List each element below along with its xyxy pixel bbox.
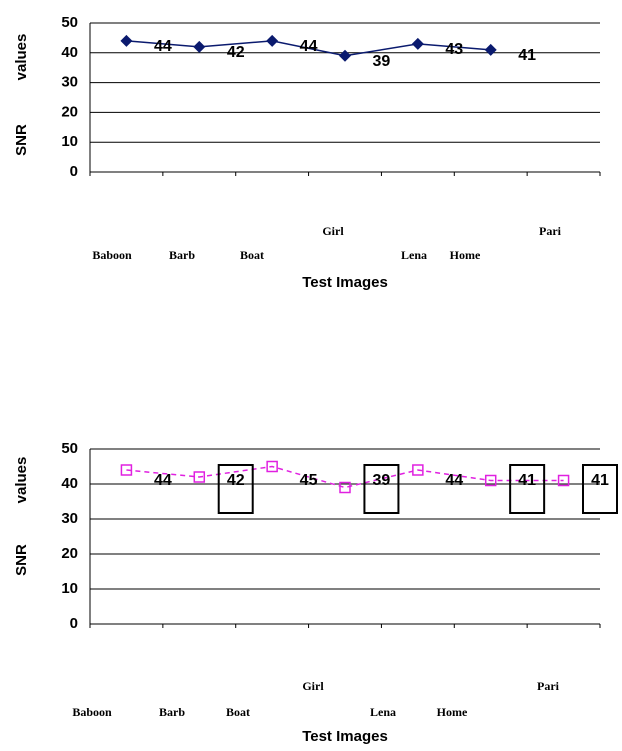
x-tick-label: Barb: [169, 248, 195, 262]
y-axis-title: values: [13, 34, 30, 81]
marker: [339, 49, 351, 62]
y-tick-label: 50: [61, 14, 78, 31]
x-tick-label: Lena: [401, 248, 427, 262]
x-tick-label: Pari: [539, 224, 562, 238]
label-box: [363, 464, 400, 514]
label-box: [217, 464, 254, 514]
data-label: 42: [227, 44, 245, 61]
x-tick-label: Girl: [322, 224, 344, 238]
data-label: 41: [591, 472, 609, 489]
y-tick-label: 20: [61, 103, 78, 120]
marker: [193, 471, 206, 483]
x-tick-label: Baboon: [72, 705, 112, 719]
y-tick-label: 30: [61, 74, 78, 91]
marker: [120, 34, 133, 47]
x-tick-label: Pari: [537, 679, 560, 693]
x-tick-label: Girl: [302, 679, 324, 693]
data-label: 41: [518, 472, 536, 489]
data-label: 39: [373, 472, 391, 489]
x-tick-label: Home: [450, 248, 481, 262]
marker: [120, 464, 133, 476]
y-tick-label: 10: [61, 133, 78, 150]
y-tick-label: 50: [61, 440, 78, 457]
data-label: 39: [373, 53, 391, 70]
x-tick-label: Lena: [370, 705, 396, 719]
y-tick-label: 40: [61, 475, 78, 492]
data-label: 45: [300, 472, 318, 489]
marker: [339, 481, 351, 494]
y-tick-label: 10: [61, 580, 78, 597]
y-tick-label: 0: [70, 163, 78, 180]
series-line: [126, 40, 491, 57]
x-tick-label: Boat: [226, 705, 250, 719]
marker: [484, 474, 497, 487]
label-box: [582, 464, 618, 514]
data-label: 44: [300, 38, 318, 55]
data-label: 44: [154, 38, 172, 55]
y-axis-title: values: [13, 457, 30, 504]
marker: [266, 460, 278, 473]
x-tick-label: Boat: [240, 248, 264, 262]
marker: [557, 474, 570, 487]
y-tick-label: 30: [61, 510, 78, 527]
data-label: 44: [445, 472, 463, 489]
marker: [411, 37, 424, 50]
data-label: 44: [154, 472, 172, 489]
marker: [484, 43, 497, 56]
series-line: [126, 465, 564, 489]
y-axis-title: SNR: [13, 544, 30, 576]
y-tick-label: 20: [61, 545, 78, 562]
data-label: 43: [445, 41, 463, 58]
x-tick-label: Home: [437, 705, 468, 719]
y-axis-title: SNR: [13, 124, 30, 156]
data-label: 42: [227, 472, 245, 489]
x-axis-title: Test Images: [302, 274, 388, 291]
marker: [193, 40, 206, 53]
marker: [266, 34, 279, 47]
x-tick-label: Barb: [159, 705, 185, 719]
y-tick-label: 40: [61, 44, 78, 61]
marker: [412, 464, 424, 476]
y-tick-label: 0: [70, 615, 78, 632]
data-label: 41: [518, 47, 536, 64]
x-axis-title: Test Images: [302, 728, 388, 745]
label-box: [509, 464, 546, 514]
x-tick-label: Baboon: [92, 248, 132, 262]
